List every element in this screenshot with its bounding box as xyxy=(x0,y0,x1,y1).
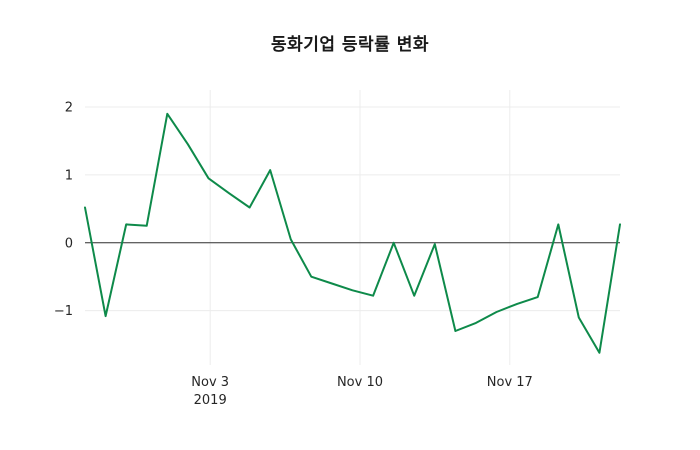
y-tick-label: 0 xyxy=(65,236,73,251)
x-tick-label: Nov 10 xyxy=(337,375,383,390)
chart-title: 동화기업 등락률 변화 xyxy=(270,35,430,55)
x-sub-label: 2019 xyxy=(194,393,227,408)
x-tick-label: Nov 3 xyxy=(191,375,229,390)
y-tick-label: −1 xyxy=(54,304,73,319)
x-tick-label: Nov 17 xyxy=(487,375,533,390)
y-tick-label: 1 xyxy=(65,168,73,183)
y-tick-label: 2 xyxy=(65,100,73,115)
series-line xyxy=(84,112,621,354)
